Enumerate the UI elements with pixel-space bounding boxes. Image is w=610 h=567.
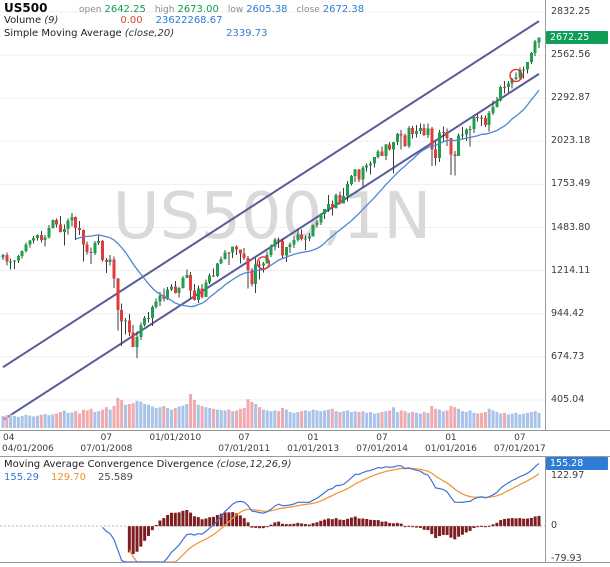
volume-value-2: 23622268.67 <box>155 15 223 26</box>
time-axis-label: 07 <box>376 433 388 443</box>
close-value: 2672.38 <box>322 4 365 15</box>
sma-line <box>75 89 540 308</box>
macd-indicator-params: (close,12,26,9) <box>216 459 292 470</box>
pane-bottom-border <box>0 562 610 563</box>
open-label: open <box>79 5 102 15</box>
high-label: high <box>154 5 175 15</box>
candlesticks <box>1 37 541 359</box>
macd-values-row: 155.29 129.70 25.589 <box>4 472 133 484</box>
price-axis-label: 1753.49 <box>551 178 591 190</box>
macd-signal-value: 129.70 <box>51 472 86 483</box>
price-axis-label: 2023.18 <box>551 135 591 147</box>
volume-indicator-title: Volume <box>4 15 42 26</box>
macd-axis-label: -79.93 <box>551 552 582 564</box>
macd-axis-label: 122.97 <box>551 470 585 482</box>
close-label: close <box>296 5 320 15</box>
symbol-name: US500 <box>4 1 48 15</box>
time-axis-date-label: 07/01/2011 <box>218 444 271 454</box>
macd-signal-line <box>128 467 540 562</box>
macd-indicator-axis[interactable]: 122.97 0 -79.93 <box>545 457 610 564</box>
macd-value-badge: 155.28 <box>546 456 608 470</box>
open-value: 2642.25 <box>104 4 146 15</box>
volume-bars <box>1 394 541 428</box>
time-axis-label: 01 <box>445 433 457 443</box>
main-price-chart[interactable]: US500,1N <box>0 0 545 430</box>
price-axis[interactable]: 2832.25 2562.56 2292.87 2023.18 1753.49 1483.… <box>545 0 610 430</box>
macd-indicator-title-row: Moving Average Convergence Divergence (cl… <box>4 459 292 471</box>
price-axis-label: 2292.87 <box>551 92 591 104</box>
time-axis-label: 07 <box>514 433 526 443</box>
signal-marker-circle <box>509 68 523 83</box>
high-value: 2673.00 <box>177 4 219 15</box>
time-axis-date-label: 07/01/2017 <box>493 444 546 454</box>
time-axis-date-label: 07/01/2008 <box>80 444 133 454</box>
signal-marker-circle <box>256 256 271 270</box>
symbol-ohlc-header: US500 open 2642.25 high 2673.00 low 2605.38 clo… <box>4 2 364 16</box>
price-axis-label: 944.42 <box>551 307 585 319</box>
time-axis-label: 01 <box>307 433 319 443</box>
sma-indicator-title: Simple Moving Average <box>4 28 122 39</box>
time-axis-date-label: 07/01/2014 <box>356 444 408 454</box>
low-label: low <box>227 5 244 15</box>
watermark-symbol-label: US500,1N <box>113 180 432 254</box>
time-axis-date-label: 01/01/2013 <box>287 444 340 454</box>
price-axis-label: 674.73 <box>551 350 585 362</box>
macd-value: 155.29 <box>4 472 39 483</box>
low-value: 2605.38 <box>246 4 288 15</box>
macd-main-line <box>102 462 540 562</box>
volume-indicator-params: (9) <box>44 15 59 26</box>
time-axis-date-label: 01/01/2016 <box>425 444 477 454</box>
macd-histogram <box>127 509 541 555</box>
price-axis-label: 1214.11 <box>551 264 591 276</box>
time-axis-label: 07 <box>100 433 113 443</box>
sma-indicator-params: (close,20) <box>124 28 175 39</box>
volume-indicator-row: Volume (9) 0.00 23622268.67 <box>4 15 222 27</box>
macd-indicator-title: Moving Average Convergence Divergence <box>4 459 214 470</box>
time-axis-label: 01/01/2010 <box>149 433 202 443</box>
time-axis-date-label: 04/01/2006 <box>2 444 54 454</box>
time-axis[interactable]: 04 04/01/2006 07 07/01/2008 01/01/2010 07 07/0… <box>0 430 610 457</box>
macd-pane[interactable] <box>0 457 545 562</box>
time-axis-label: 07 <box>238 433 250 443</box>
price-axis-label: 1483.80 <box>551 221 591 233</box>
macd-hist-value: 25.589 <box>98 472 133 483</box>
last-price-badge: 2672.25 <box>546 30 608 44</box>
sma-indicator-row: Simple Moving Average (close,20) 2339.73 <box>4 28 268 40</box>
price-axis-label: 405.04 <box>551 393 585 405</box>
time-axis-label: 04 <box>3 433 15 443</box>
price-gridlines <box>0 11 545 401</box>
price-axis-label: 2562.56 <box>551 49 591 61</box>
price-axis-label: 2832.25 <box>551 5 591 17</box>
sma-value: 2339.73 <box>226 28 268 39</box>
volume-value-1: 0.00 <box>120 15 143 26</box>
macd-axis-label: 0 <box>551 520 558 532</box>
